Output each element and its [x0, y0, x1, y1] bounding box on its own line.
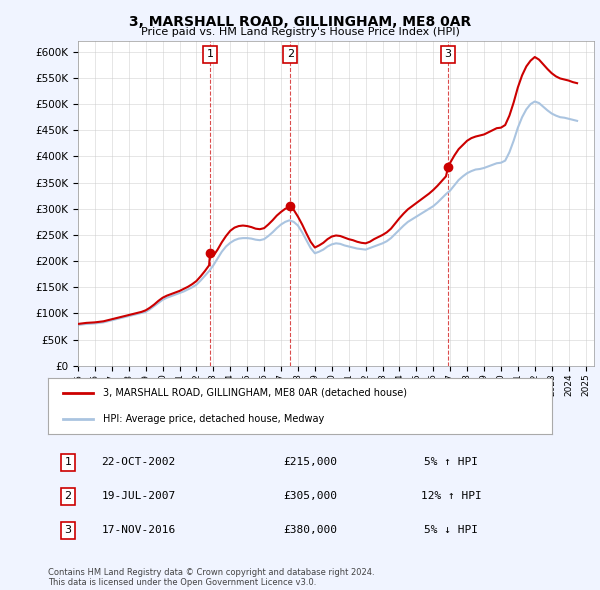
- Text: 3: 3: [65, 526, 71, 535]
- Text: £305,000: £305,000: [283, 491, 337, 502]
- Text: 3, MARSHALL ROAD, GILLINGHAM, ME8 0AR (detached house): 3, MARSHALL ROAD, GILLINGHAM, ME8 0AR (d…: [103, 388, 407, 398]
- Text: 17-NOV-2016: 17-NOV-2016: [101, 526, 176, 535]
- Text: 2: 2: [65, 491, 72, 502]
- Text: 22-OCT-2002: 22-OCT-2002: [101, 457, 176, 467]
- Text: 1: 1: [65, 457, 71, 467]
- Text: Price paid vs. HM Land Registry's House Price Index (HPI): Price paid vs. HM Land Registry's House …: [140, 27, 460, 37]
- Text: 3: 3: [445, 50, 452, 60]
- Text: 19-JUL-2007: 19-JUL-2007: [101, 491, 176, 502]
- Text: 3, MARSHALL ROAD, GILLINGHAM, ME8 0AR: 3, MARSHALL ROAD, GILLINGHAM, ME8 0AR: [129, 15, 471, 29]
- Text: 12% ↑ HPI: 12% ↑ HPI: [421, 491, 482, 502]
- Text: 1: 1: [206, 50, 214, 60]
- Text: 2: 2: [287, 50, 294, 60]
- Text: £215,000: £215,000: [283, 457, 337, 467]
- Text: HPI: Average price, detached house, Medway: HPI: Average price, detached house, Medw…: [103, 414, 325, 424]
- Text: 5% ↓ HPI: 5% ↓ HPI: [424, 526, 478, 535]
- Text: Contains HM Land Registry data © Crown copyright and database right 2024.
This d: Contains HM Land Registry data © Crown c…: [48, 568, 374, 587]
- Text: 5% ↑ HPI: 5% ↑ HPI: [424, 457, 478, 467]
- Text: £380,000: £380,000: [283, 526, 337, 535]
